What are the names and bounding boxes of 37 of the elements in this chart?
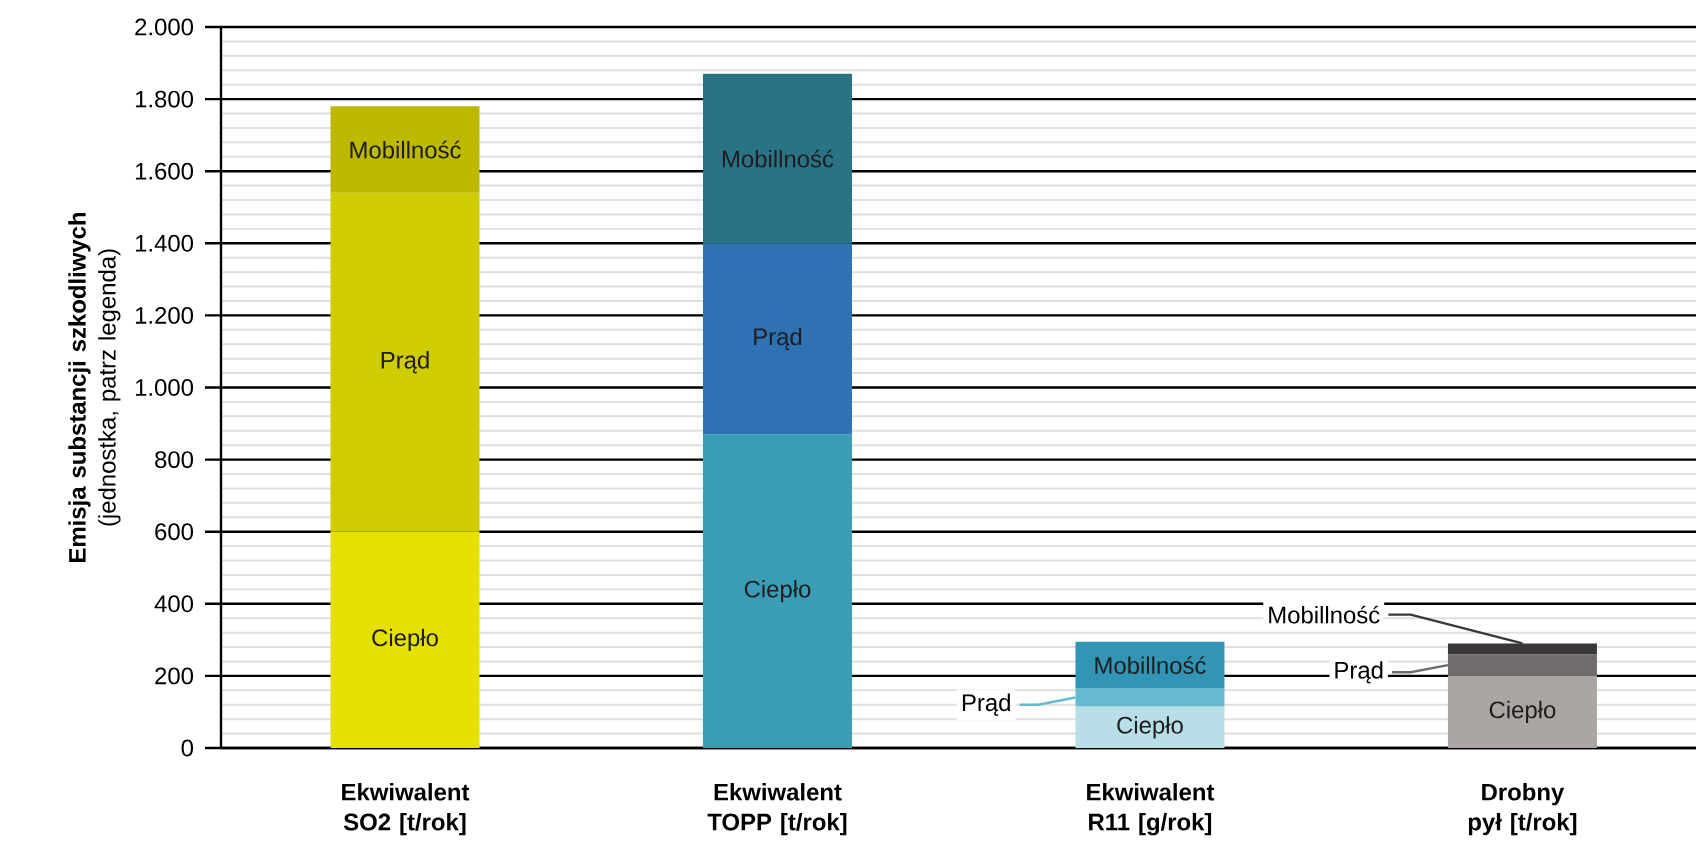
y-tick-label: 2.000: [135, 18, 194, 36]
y-tick-label: 1.800: [135, 90, 194, 108]
text: Prąd: [754, 327, 802, 350]
y-tick-label: 1.400: [135, 234, 194, 252]
y-tick-label: 600: [155, 523, 194, 541]
y-tick-label: 800: [155, 451, 194, 469]
y-tick-label: 0: [181, 739, 194, 757]
y-tick-label: 1.000: [135, 379, 194, 396]
text: Mobillność: [350, 140, 461, 159]
bar: [702, 73, 852, 244]
text: Ciepło: [744, 580, 811, 603]
x-tick-label: Ekwiwalent SO2 [t/rok]: [342, 783, 470, 836]
text: Prąd: [1335, 661, 1383, 684]
bar: [1075, 706, 1225, 748]
y-tick-label: 200: [155, 667, 194, 685]
y-tick-label: 1.600: [135, 162, 194, 180]
text: Ciepło: [1489, 700, 1556, 724]
text: Prąd: [381, 351, 429, 374]
bar: [330, 106, 480, 193]
bar: [702, 434, 852, 748]
bar: [330, 531, 480, 748]
bar: [702, 243, 852, 435]
text: Mobillność: [722, 149, 834, 168]
y-tick-label: 1.200: [135, 306, 194, 324]
x-tick-label: Ekwiwalent R11 [g/rok]: [1087, 783, 1215, 836]
series-label: Ciepło: [1117, 716, 1183, 739]
series-label: Mobillność: [1095, 656, 1206, 674]
bar: [1075, 641, 1225, 689]
x-tick-label: Ekwiwalent TOPP [t/rok]: [707, 783, 847, 836]
legend-label: Prąd: [962, 693, 1010, 716]
text: Mobillność: [1269, 605, 1380, 624]
y-axis-title: Emisja substancji szkodliwych (jednostka, patrz legenda): [68, 212, 121, 562]
bar: [1447, 675, 1597, 748]
y-tick-label: 400: [154, 595, 194, 613]
x-tick-label: Drobny pył [t/rok]: [1468, 783, 1577, 836]
bar: [330, 192, 480, 532]
text: Ciepło: [372, 628, 438, 651]
